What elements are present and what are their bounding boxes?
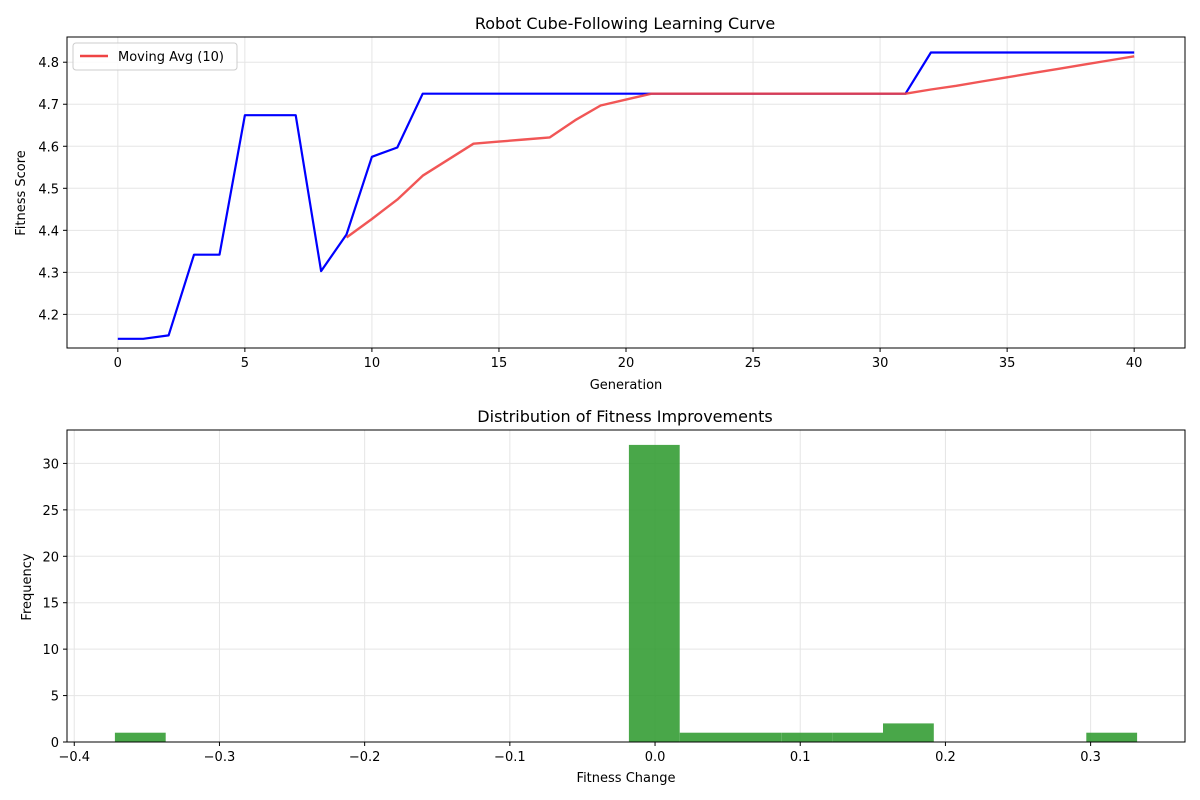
y-tick-label: 4.6	[38, 140, 59, 155]
y-tick-label: 30	[42, 457, 59, 472]
y-axis-label: Frequency	[20, 553, 35, 620]
grid	[67, 430, 1185, 743]
learning-curve-chart: Robot Cube-Following Learning Curve 0 5 10…	[14, 14, 1186, 393]
x-tick-label: 10	[364, 356, 381, 371]
x-axis-ticks: 0 5 10 15 20 25 30 35 40	[114, 348, 1143, 371]
y-tick-label: 20	[42, 550, 59, 565]
x-tick-label: 0.0	[645, 750, 666, 765]
y-tick-label: 15	[42, 597, 59, 612]
x-tick-label: 40	[1126, 356, 1143, 371]
legend-box	[72, 42, 238, 71]
x-axis-ticks: −0.4 −0.3 −0.2 −0.1 0.0 0.1 0.2 0.3	[58, 742, 1101, 765]
y-tick-label: 4.7	[38, 98, 59, 113]
y-tick-label: 4.8	[38, 56, 59, 71]
fitness-improvements-histogram: Distribution of Fitness Improvements −0.…	[20, 407, 1186, 786]
y-tick-label: 25	[42, 504, 59, 519]
y-tick-label: 4.4	[38, 224, 59, 239]
x-tick-label: −0.3	[204, 750, 236, 765]
y-axis-ticks: 4.2 4.3 4.4 4.5 4.6 4.7 4.8	[38, 56, 67, 323]
y-tick-label: 4.5	[38, 182, 59, 197]
y-tick-label: 4.3	[38, 266, 59, 281]
x-tick-label: −0.4	[58, 750, 90, 765]
series-line-moving-avg	[345, 55, 1135, 239]
y-axis-label: Fitness Score	[14, 150, 29, 236]
histogram-bar	[628, 444, 680, 742]
x-tick-label: 15	[491, 356, 508, 371]
chart-title: Robot Cube-Following Learning Curve	[475, 14, 775, 33]
y-tick-label: 10	[42, 643, 59, 658]
x-tick-label: 5	[241, 356, 249, 371]
histogram-bar	[832, 732, 883, 742]
histogram-bar	[679, 732, 731, 742]
y-tick-label: 4.2	[38, 308, 59, 323]
x-tick-label: 0.3	[1080, 750, 1101, 765]
legend[interactable]: Moving Avg (10)	[72, 42, 238, 71]
x-tick-label: 25	[745, 356, 762, 371]
series-line-fitness	[117, 51, 1135, 340]
x-tick-label: −0.2	[349, 750, 381, 765]
x-tick-label: −0.1	[494, 750, 526, 765]
legend-label-moving-avg: Moving Avg (10)	[118, 50, 224, 65]
x-axis-label: Fitness Change	[577, 771, 676, 786]
y-tick-label: 0	[51, 736, 59, 751]
histogram-bar	[781, 732, 833, 742]
series-layer	[117, 51, 1135, 340]
grid	[67, 37, 1185, 348]
x-tick-label: 20	[618, 356, 635, 371]
y-axis-ticks: 0 5 10 15 20 25 30	[42, 457, 67, 751]
y-tick-label: 5	[51, 690, 59, 705]
x-axis-label: Generation	[590, 378, 663, 393]
histogram-bar	[1086, 732, 1138, 742]
chart-title: Distribution of Fitness Improvements	[477, 407, 772, 426]
plot-frame	[66, 429, 1186, 743]
x-tick-label: 0	[114, 356, 122, 371]
x-tick-label: 35	[999, 356, 1016, 371]
x-tick-label: 0.2	[935, 750, 956, 765]
histogram-bar	[114, 732, 166, 742]
x-tick-label: 30	[872, 356, 889, 371]
bars-layer	[114, 444, 1138, 742]
x-tick-label: 0.1	[790, 750, 811, 765]
histogram-bar	[883, 723, 934, 742]
histogram-bar	[730, 732, 782, 742]
